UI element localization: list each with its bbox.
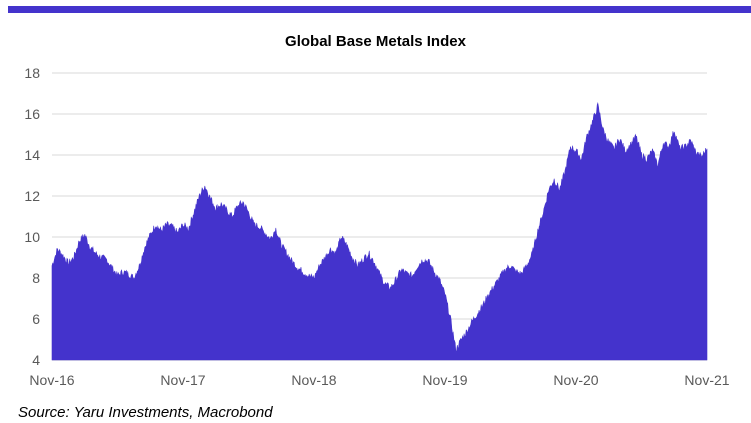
x-tick-label: Nov-21 <box>684 372 729 388</box>
series-area-layer <box>51 101 708 361</box>
y-tick-label: 14 <box>24 147 40 163</box>
x-tick-label: Nov-18 <box>291 372 336 388</box>
y-tick-label: 18 <box>24 65 40 81</box>
y-tick-label: 10 <box>24 229 40 245</box>
x-tick-label: Nov-16 <box>29 372 74 388</box>
x-tick-labels: Nov-16 Nov-17 Nov-18 Nov-19 Nov-20 Nov-21 <box>29 372 729 388</box>
y-tick-labels: 4 6 8 10 12 14 16 18 <box>24 65 40 368</box>
chart-title: Global Base Metals Index <box>285 33 466 50</box>
x-tick-label: Nov-19 <box>422 372 467 388</box>
top-accent-bar <box>8 6 751 13</box>
series-area <box>51 101 708 361</box>
y-tick-label: 16 <box>24 106 40 122</box>
y-tick-label: 12 <box>24 188 40 204</box>
y-tick-label: 6 <box>32 311 40 327</box>
y-tick-label: 4 <box>32 352 40 368</box>
source-note: Source: Yaru Investments, Macrobond <box>18 404 273 421</box>
x-tick-label: Nov-20 <box>553 372 598 388</box>
x-tick-label: Nov-17 <box>160 372 205 388</box>
y-tick-label: 8 <box>32 270 40 286</box>
